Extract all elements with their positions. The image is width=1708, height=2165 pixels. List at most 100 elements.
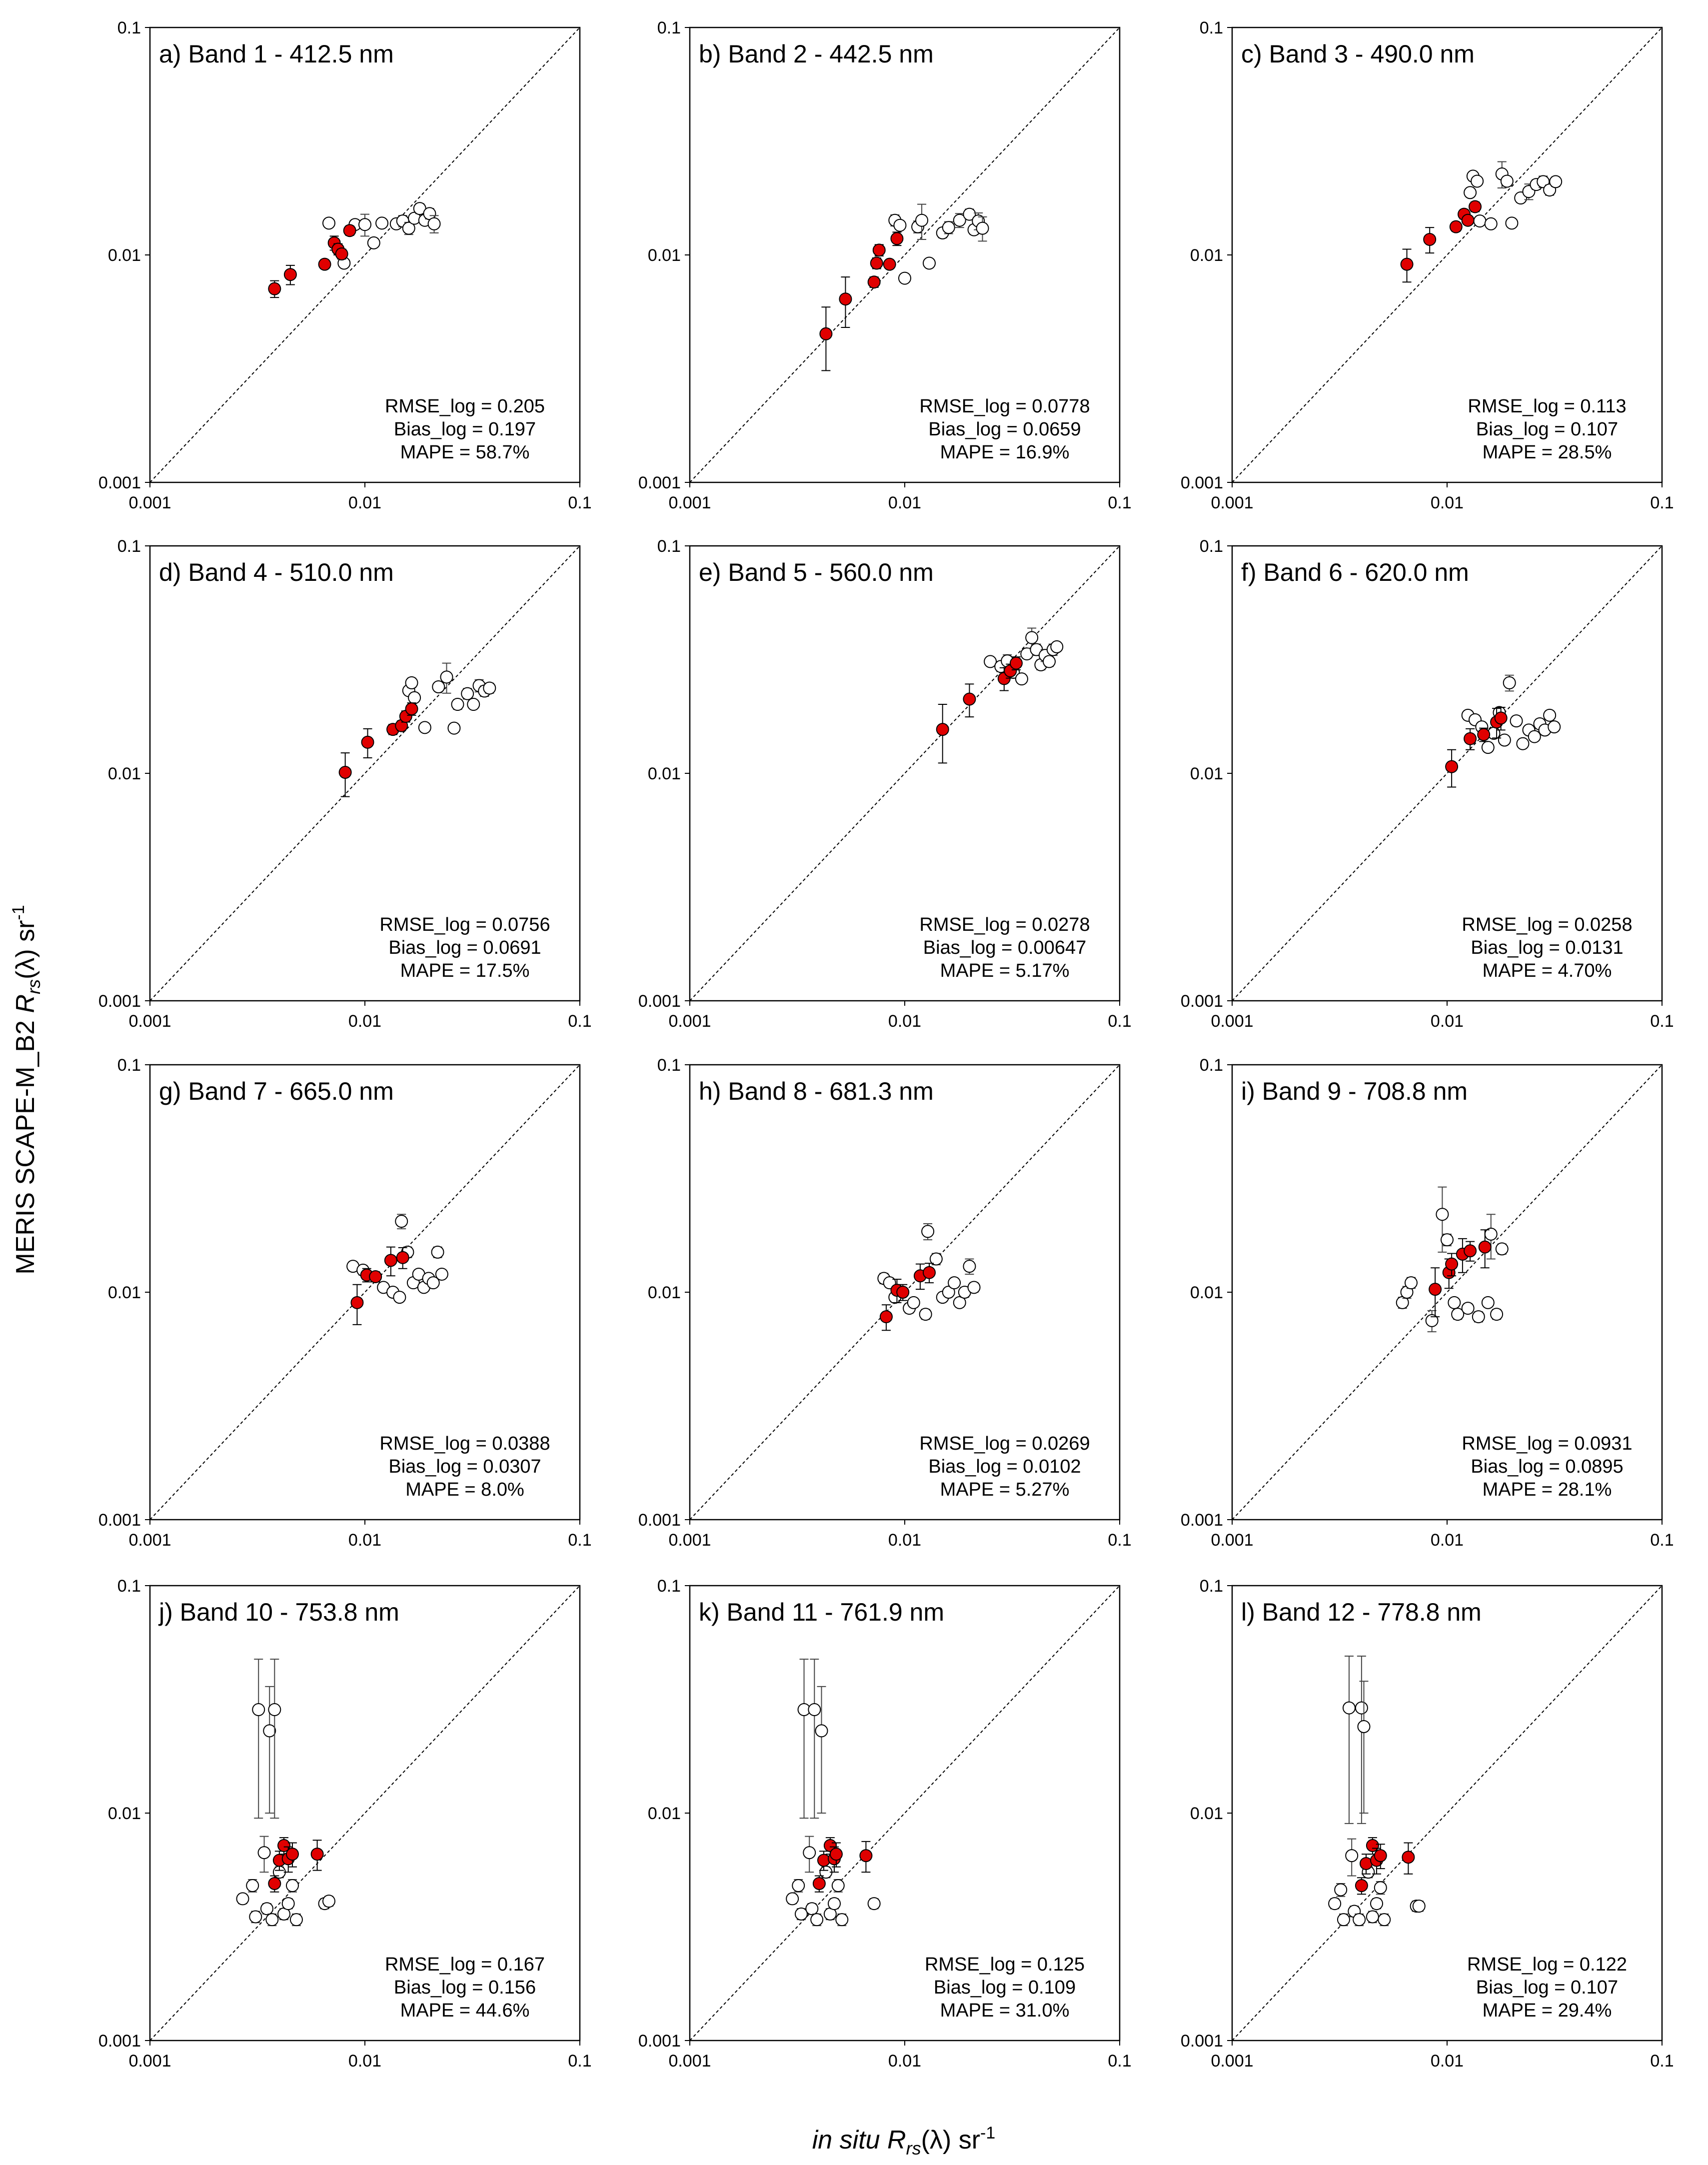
stat-line: RMSE_log = 0.0388: [379, 1433, 550, 1454]
y-tick-label: 0.01: [648, 1283, 681, 1302]
data-point-open: [405, 676, 418, 689]
x-tick-label: 0.01: [1431, 2052, 1464, 2071]
stat-line: MAPE = 31.0%: [940, 2000, 1070, 2021]
y-tick-label: 0.01: [1190, 246, 1223, 265]
y-tick-label: 0.001: [1181, 2032, 1223, 2051]
panel-title: b) Band 2 - 442.5 nm: [699, 40, 934, 68]
x-tick-label: 0.001: [668, 2052, 711, 2071]
x-axis-label-exp: -1: [980, 2124, 995, 2143]
panel-title: h) Band 8 - 681.3 nm: [699, 1077, 934, 1105]
data-point-open: [246, 1879, 259, 1893]
x-tick-label: 0.001: [668, 493, 711, 512]
data-point-filled: [1464, 732, 1477, 745]
data-point-open: [929, 1252, 943, 1266]
data-point-filled: [890, 232, 904, 245]
data-point-filled: [268, 282, 281, 295]
data-point-open: [1337, 1913, 1350, 1927]
x-tick-label: 0.01: [888, 1012, 921, 1031]
data-point-open: [1378, 1913, 1391, 1927]
data-point-open: [1516, 737, 1530, 750]
data-point-filled: [1374, 1849, 1387, 1863]
stat-line: RMSE_log = 0.113: [1468, 396, 1626, 417]
stat-line: RMSE_log = 0.205: [385, 396, 545, 417]
data-point-filled: [1478, 1240, 1492, 1254]
y-tick-label: 0.1: [1200, 1056, 1223, 1075]
data-point-open: [815, 1724, 828, 1738]
data-point-open: [1441, 1233, 1454, 1247]
data-point-open: [322, 1895, 335, 1908]
y-tick-label: 0.01: [1190, 1283, 1223, 1302]
data-point-open: [942, 221, 955, 234]
x-tick-label: 0.1: [1650, 2052, 1674, 2071]
data-point-open: [953, 213, 966, 227]
data-point-open: [1436, 1208, 1449, 1221]
data-point-open: [263, 1724, 276, 1738]
data-point-open: [786, 1892, 799, 1906]
x-tick-label: 0.01: [888, 493, 921, 512]
data-point-filled: [350, 1296, 364, 1309]
stat-line: RMSE_log = 0.167: [385, 1954, 545, 1975]
y-tick-label: 0.001: [638, 992, 681, 1011]
data-point-filled: [1461, 213, 1475, 227]
y-axis-label-unit: (λ) sr: [11, 920, 40, 979]
x-tick-label: 0.001: [1211, 2052, 1253, 2071]
data-point-open: [367, 236, 380, 249]
data-point-open: [408, 691, 421, 704]
data-point-open: [893, 218, 907, 232]
data-point-open: [963, 1260, 976, 1273]
data-point-open: [435, 1267, 448, 1281]
data-point-open: [1370, 1897, 1384, 1911]
x-tick-label: 0.1: [1108, 493, 1131, 512]
stat-line: Bias_log = 0.0131: [1471, 937, 1623, 958]
x-tick-label: 0.01: [1431, 493, 1464, 512]
data-point-filled: [1429, 1283, 1442, 1296]
data-point-open: [1500, 174, 1514, 188]
x-tick-label: 0.001: [668, 1012, 711, 1031]
data-point-open: [1505, 216, 1519, 230]
data-point-open: [942, 1286, 955, 1299]
data-point-open: [393, 1291, 406, 1304]
stat-line: Bias_log = 0.107: [1476, 1977, 1618, 1998]
data-point-open: [236, 1892, 249, 1906]
data-point-open: [1503, 676, 1516, 689]
stat-line: RMSE_log = 0.125: [925, 1954, 1085, 1975]
y-tick-label: 0.001: [98, 1511, 141, 1530]
data-point-open: [828, 1897, 841, 1911]
data-point-open: [1451, 1308, 1465, 1321]
y-tick-label: 0.1: [657, 537, 681, 556]
data-point-filled: [277, 1839, 290, 1852]
y-tick-label: 0.01: [648, 1804, 681, 1823]
data-point-filled: [812, 1877, 826, 1890]
data-point-filled: [1423, 232, 1437, 246]
data-point-open: [252, 1703, 265, 1717]
data-point-open: [427, 217, 441, 230]
data-point-filled: [839, 292, 852, 306]
y-tick-label: 0.001: [638, 1511, 681, 1530]
data-point-filled: [870, 256, 883, 270]
data-point-open: [1353, 1913, 1366, 1927]
data-point-open: [447, 721, 461, 735]
data-point-open: [358, 218, 371, 231]
data-point-filled: [310, 1848, 324, 1861]
data-point-open: [1448, 1296, 1461, 1309]
y-tick-label: 0.1: [1200, 537, 1223, 556]
data-point-open: [1484, 217, 1498, 230]
stat-line: MAPE = 28.5%: [1483, 442, 1612, 463]
data-point-open: [919, 1308, 932, 1321]
data-point-open: [375, 216, 389, 230]
data-point-open: [1050, 640, 1064, 653]
data-point-open: [1543, 708, 1557, 722]
data-point-filled: [963, 692, 976, 706]
data-point-filled: [879, 1310, 893, 1324]
data-point-open: [1472, 1310, 1485, 1324]
data-point-open: [808, 1703, 821, 1717]
data-point-open: [1481, 741, 1495, 754]
data-point-open: [281, 1897, 295, 1911]
